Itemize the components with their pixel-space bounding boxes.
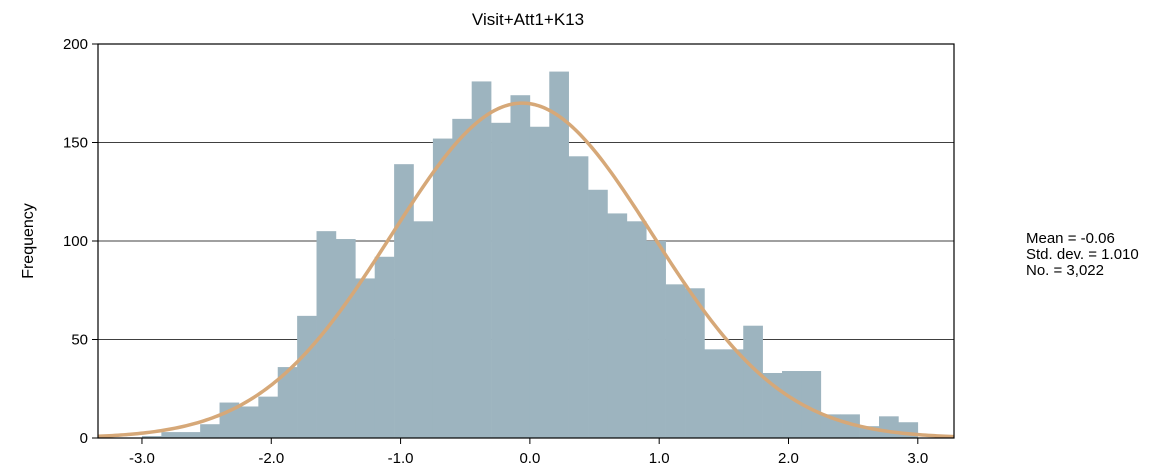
histogram-bar: [743, 325, 763, 438]
histogram-bar: [413, 221, 434, 438]
histogram-bar: [801, 371, 822, 438]
histogram-bar: [840, 414, 860, 438]
x-tick-label: 2.0: [778, 450, 799, 467]
x-tick-label: 1.0: [649, 450, 670, 467]
histogram-bar: [432, 138, 453, 438]
histogram-bar: [685, 288, 705, 438]
histogram-bar: [568, 156, 589, 439]
y-tick-label: 200: [63, 36, 88, 53]
x-tick-label: 0.0: [519, 450, 540, 467]
histogram-bar: [394, 164, 414, 439]
x-tick-label: -2.0: [258, 450, 284, 467]
histogram-bar: [277, 367, 298, 438]
histogram-bar: [297, 315, 317, 438]
histogram-bar: [355, 278, 376, 438]
histogram-bar: [859, 426, 880, 438]
histogram-bar: [316, 231, 337, 438]
histogram-bars: [141, 71, 919, 439]
normal-curve-line: [97, 101, 955, 439]
histogram-bar: [510, 95, 531, 438]
histogram-bar: [258, 396, 279, 438]
histogram-bar: [238, 406, 259, 438]
histogram-bar: [723, 349, 744, 438]
stat-mean: Mean = -0.06: [1026, 230, 1115, 247]
histogram-bar: [879, 416, 899, 438]
y-tick-label: 100: [63, 233, 88, 250]
histogram-bar: [161, 432, 182, 438]
stat-std-dev: Std. dev. = 1.010: [1026, 246, 1139, 263]
histogram-bar: [665, 284, 686, 438]
histogram-bar: [704, 349, 725, 438]
y-tick-label: 50: [71, 332, 88, 349]
x-tick-label: 3.0: [907, 450, 928, 467]
chart-title: Visit+Att1+K13: [472, 10, 584, 29]
y-axis: 0 50 100 150 200: [63, 36, 98, 447]
y-tick-label: 0: [80, 430, 88, 447]
histogram-bar: [529, 126, 550, 439]
histogram-bar: [200, 424, 220, 438]
y-axis-label: Frequency: [20, 203, 37, 279]
histogram-bar: [491, 122, 511, 439]
histogram-bar: [549, 71, 569, 438]
x-tick-label: -1.0: [388, 450, 414, 467]
histogram-bar: [782, 371, 802, 438]
histogram-bar: [141, 436, 162, 438]
histogram-bar: [452, 118, 472, 439]
normal-curve: [97, 101, 955, 439]
histogram-bar: [588, 189, 608, 438]
x-tick-label: -3.0: [129, 450, 155, 467]
histogram-bar: [335, 239, 356, 438]
y-tick-label: 150: [63, 135, 88, 152]
histogram-bar: [374, 256, 395, 438]
histogram-bar: [607, 213, 628, 438]
histogram-bar: [626, 221, 647, 438]
histogram-bar: [180, 432, 201, 438]
histogram-bar: [646, 241, 666, 438]
x-axis: -3.0 -2.0 -1.0 0.0 1.0 2.0 3.0: [129, 438, 928, 467]
histogram-bar: [471, 81, 492, 439]
stat-count: No. = 3,022: [1026, 262, 1104, 279]
statistics-box: Mean = -0.06 Std. dev. = 1.010 No. = 3,0…: [1026, 231, 1139, 279]
